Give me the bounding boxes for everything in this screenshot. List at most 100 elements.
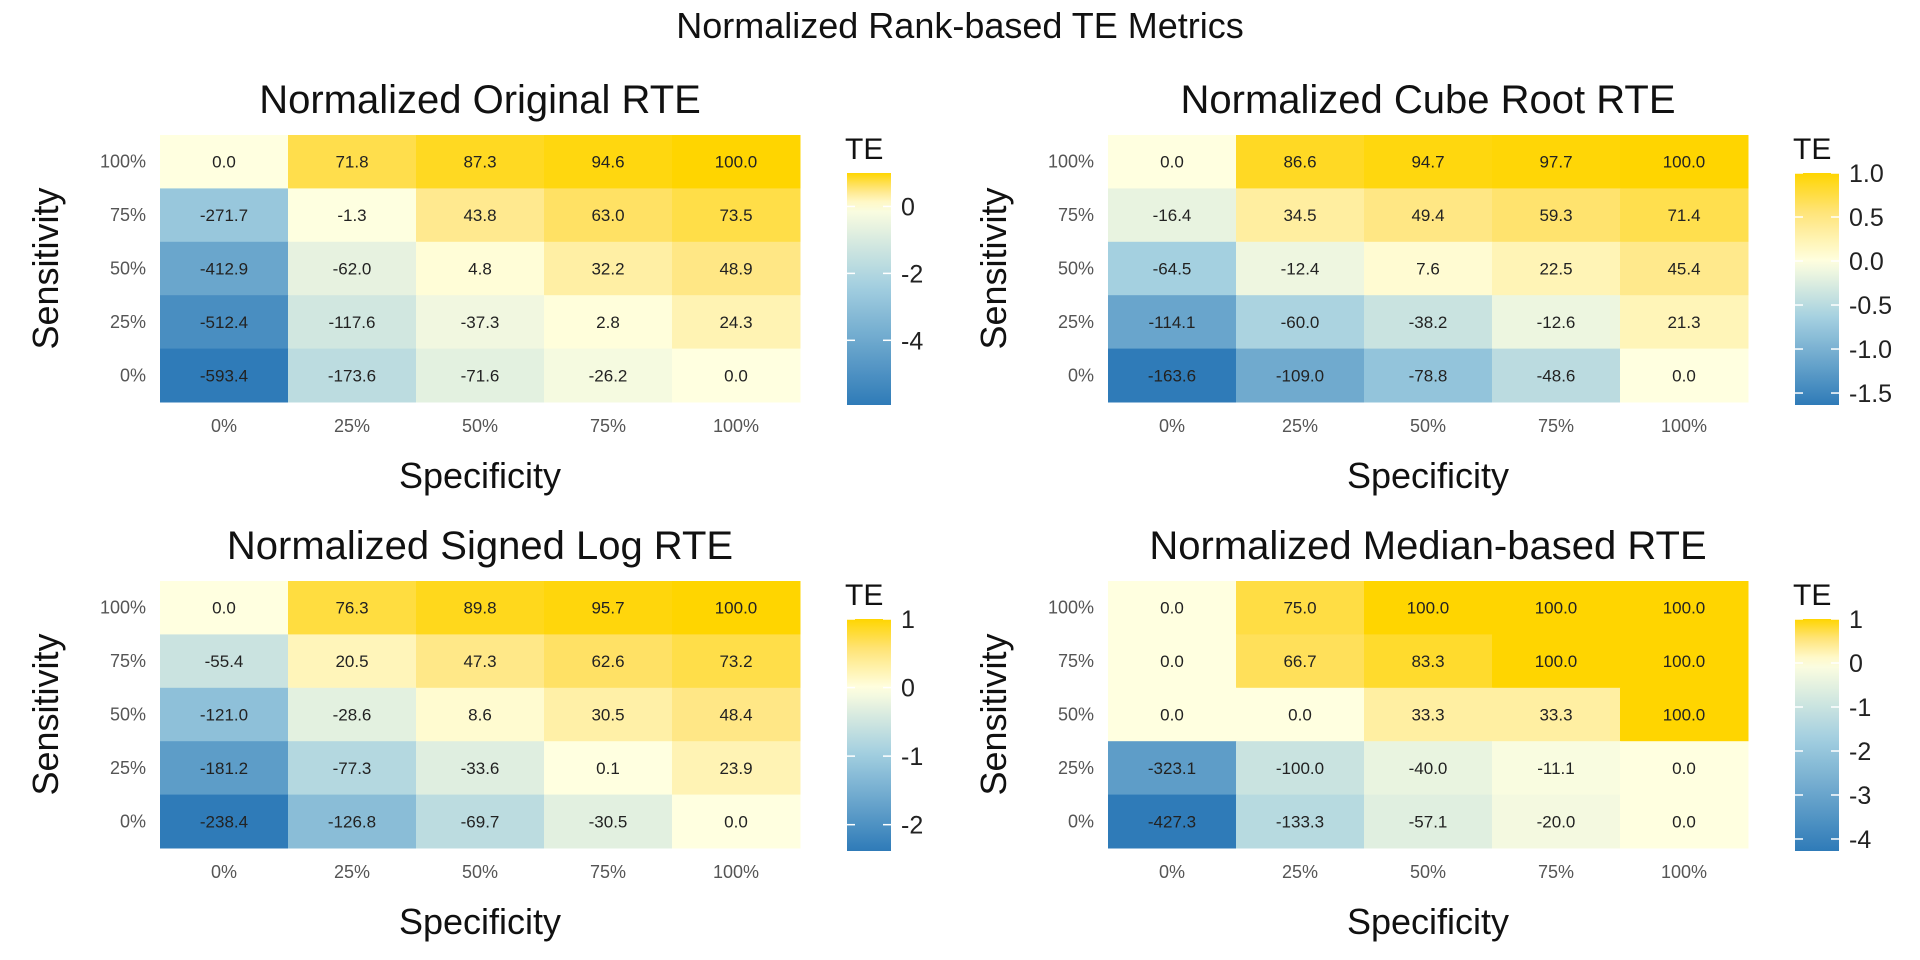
heatmap-cell (1492, 348, 1621, 403)
legend-tick-label: 1 (1849, 606, 1863, 634)
x-tick-label: 50% (462, 416, 498, 436)
heatmap-cell (288, 634, 417, 689)
heatmap-cell (160, 348, 289, 403)
heatmap-cell (160, 188, 289, 243)
heatmap-cell (544, 794, 673, 849)
heatmap-cell (1108, 188, 1237, 243)
cell-value-label: 73.5 (719, 206, 752, 225)
cell-value-label: -412.9 (200, 260, 248, 279)
heatmap-cell (160, 241, 289, 296)
legend-tick-label: 0 (1849, 650, 1863, 678)
y-tick-label: 100% (100, 598, 146, 618)
cell-value-label: 97.7 (1539, 153, 1572, 172)
cell-value-label: 8.6 (468, 706, 492, 725)
cell-value-label: -40.0 (1409, 759, 1448, 778)
legend-tick-label: -2 (1849, 738, 1871, 766)
heatmap-cell (1492, 741, 1621, 796)
heatmap-cell (544, 741, 673, 796)
x-tick-label: 25% (334, 862, 370, 882)
heatmap-cell (1492, 295, 1621, 350)
cell-value-label: 94.6 (591, 153, 624, 172)
heatmap-cell (416, 135, 545, 189)
heatmap-cell (1492, 188, 1621, 243)
cell-value-label: 23.9 (719, 759, 752, 778)
x-tick-label: 0% (1159, 416, 1185, 436)
legend-tick-label: -3 (1849, 782, 1871, 810)
heatmap-cell (1236, 687, 1365, 742)
legend-tick-label: 1 (901, 606, 915, 634)
heatmap-cell (288, 348, 417, 403)
cell-value-label: 24.3 (719, 313, 752, 332)
x-tick-label: 50% (1410, 416, 1446, 436)
y-tick-label: 100% (100, 152, 146, 172)
cell-value-label: 47.3 (463, 652, 496, 671)
cell-value-label: 100.0 (1407, 599, 1450, 618)
heatmap-cell (1108, 135, 1237, 189)
cell-value-label: -12.4 (1281, 260, 1320, 279)
heatmap-cell (1492, 241, 1621, 296)
heatmap-cell (1620, 687, 1749, 742)
cell-value-label: 76.3 (335, 599, 368, 618)
heatmap-cell (1364, 188, 1493, 243)
cell-value-label: -64.5 (1153, 260, 1192, 279)
legend-colorbar (847, 619, 891, 851)
heatmap-cell (544, 295, 673, 350)
heatmap-cell (160, 295, 289, 350)
cell-value-label: 86.6 (1283, 153, 1316, 172)
heatmap-cell (288, 241, 417, 296)
panel-title: Normalized Median-based RTE (1149, 524, 1706, 568)
heatmap-cell (672, 687, 801, 742)
cell-value-label: -1.3 (337, 206, 366, 225)
legend-tick-label: 1.0 (1849, 160, 1884, 188)
x-tick-label: 0% (1159, 862, 1185, 882)
figure-title: Normalized Rank-based TE Metrics (676, 5, 1244, 46)
cell-value-label: 73.2 (719, 652, 752, 671)
y-axis-label: Sensitivity (973, 633, 1014, 795)
heatmap-cell (288, 295, 417, 350)
cell-value-label: 7.6 (1416, 260, 1440, 279)
heatmap-cell (1620, 295, 1749, 350)
heatmap-cell (544, 135, 673, 189)
cell-value-label: -271.7 (200, 206, 248, 225)
heatmap-cell (416, 634, 545, 689)
heatmap-cell (1620, 135, 1749, 189)
heatmap-cell (1492, 687, 1621, 742)
cell-value-label: 0.0 (1288, 706, 1312, 725)
heatmap-cell (1364, 348, 1493, 403)
cell-value-label: -163.6 (1148, 366, 1196, 385)
heatmap-cell (160, 794, 289, 849)
cell-value-label: 20.5 (335, 652, 368, 671)
cell-value-label: -173.6 (328, 366, 376, 385)
y-axis-label: Sensitivity (25, 187, 66, 349)
cell-value-label: -30.5 (589, 812, 628, 831)
cell-value-label: 45.4 (1667, 260, 1700, 279)
heatmap-cell (672, 581, 801, 635)
cell-value-label: 100.0 (715, 599, 758, 618)
cell-value-label: 0.0 (212, 153, 236, 172)
cell-value-label: -238.4 (200, 812, 248, 831)
cell-value-label: -117.6 (329, 313, 376, 332)
cell-value-label: 0.0 (724, 812, 748, 831)
y-tick-label: 50% (110, 705, 146, 725)
cell-value-label: 22.5 (1539, 260, 1572, 279)
heatmap-cell (544, 188, 673, 243)
legend-tick-label: -2 (901, 260, 923, 288)
heatmap-cell (1236, 135, 1365, 189)
heatmap-cell (1620, 348, 1749, 403)
heatmap-cell (1620, 794, 1749, 849)
heatmap-cell (416, 581, 545, 635)
y-tick-label: 75% (110, 651, 146, 671)
cell-value-label: 30.5 (591, 706, 624, 725)
cell-value-label: 100.0 (1663, 599, 1706, 618)
cell-value-label: 87.3 (463, 153, 496, 172)
x-tick-label: 100% (1661, 862, 1707, 882)
cell-value-label: 62.6 (591, 652, 624, 671)
cell-value-label: 83.3 (1411, 652, 1444, 671)
heatmap-cell (672, 295, 801, 350)
y-tick-label: 75% (1058, 205, 1094, 225)
cell-value-label: -427.3 (1148, 812, 1196, 831)
heatmap-cell (1364, 634, 1493, 689)
heatmap-cell (544, 634, 673, 689)
heatmap-cell (160, 581, 289, 635)
